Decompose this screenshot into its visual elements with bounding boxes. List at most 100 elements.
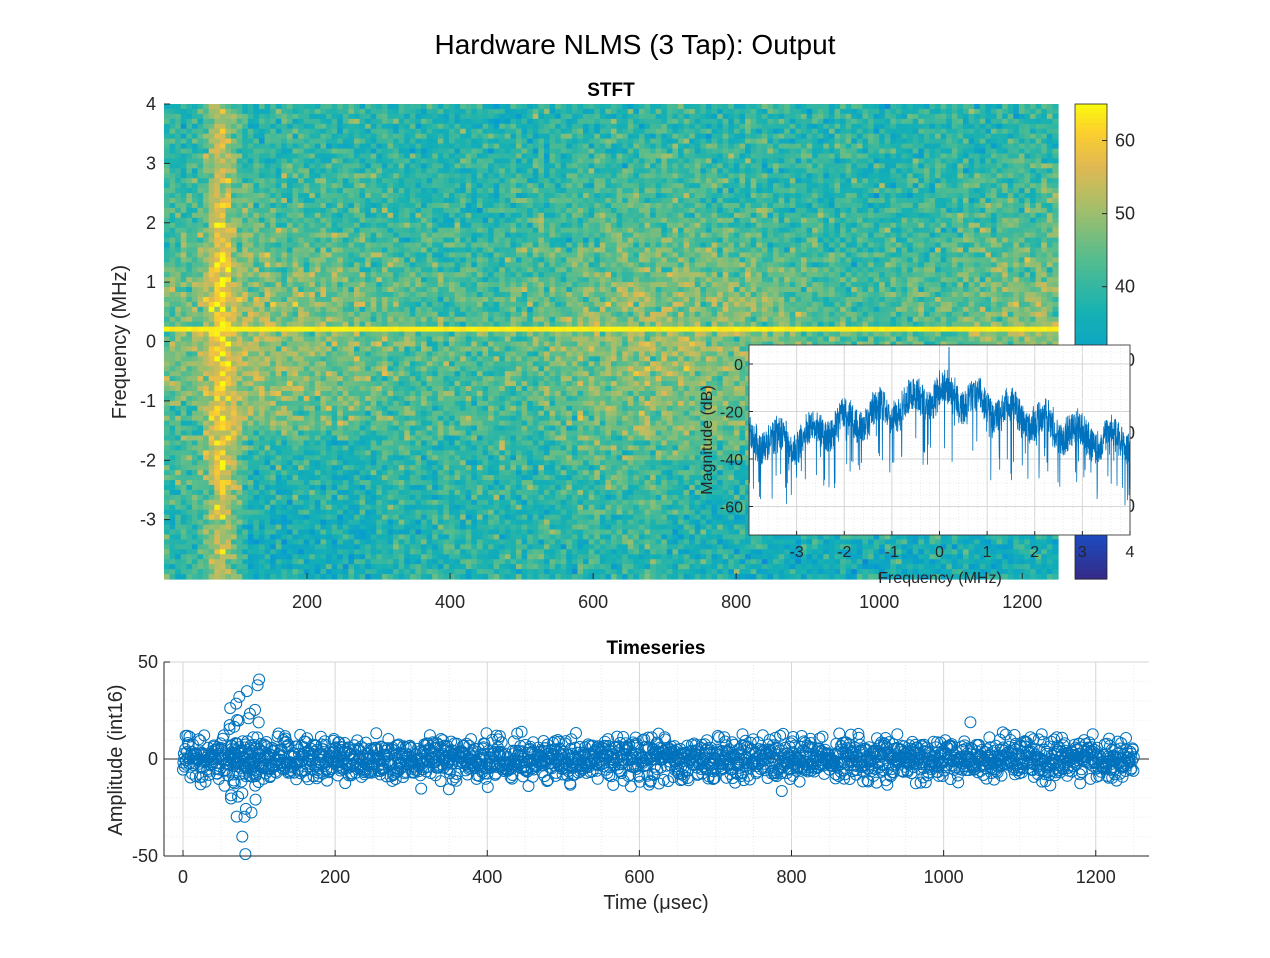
heatmap-cell xyxy=(415,445,421,451)
heatmap-cell xyxy=(237,342,243,348)
heatmap-cell xyxy=(410,178,416,184)
heatmap-cell xyxy=(270,262,276,268)
heatmap-cell xyxy=(298,470,304,476)
heatmap-cell xyxy=(293,267,299,273)
heatmap-cell xyxy=(393,262,399,268)
heatmap-cell xyxy=(443,416,449,422)
heatmap-cell xyxy=(337,163,343,169)
heatmap-cell xyxy=(337,149,343,155)
heatmap-cell xyxy=(360,327,366,333)
heatmap-cell xyxy=(320,312,326,318)
heatmap-cell xyxy=(270,104,276,110)
heatmap-cell xyxy=(399,564,405,570)
heatmap-cell xyxy=(170,312,176,318)
heatmap-cell xyxy=(432,228,438,234)
heatmap-cell xyxy=(293,436,299,442)
heatmap-cell xyxy=(326,188,332,194)
heatmap-cell xyxy=(248,307,254,313)
heatmap-cell xyxy=(231,391,237,397)
heatmap-cell xyxy=(304,520,310,526)
heatmap-cell xyxy=(393,366,399,372)
heatmap-cell xyxy=(326,183,332,189)
heatmap-cell xyxy=(192,475,198,481)
heatmap-cell xyxy=(365,302,371,308)
heatmap-cell xyxy=(203,475,209,481)
heatmap-cell xyxy=(164,534,170,540)
heatmap-cell xyxy=(220,327,226,333)
heatmap-cell xyxy=(281,485,287,491)
heatmap-cell xyxy=(276,114,282,120)
heatmap-cell xyxy=(281,198,287,204)
heatmap-cell xyxy=(309,139,315,145)
heatmap-cell xyxy=(192,144,198,150)
heatmap-cell xyxy=(304,213,310,219)
heatmap-cell xyxy=(382,139,388,145)
heatmap-cell xyxy=(265,252,271,258)
heatmap-cell xyxy=(231,559,237,565)
heatmap-cell xyxy=(203,515,209,521)
heatmap-cell xyxy=(209,297,215,303)
heatmap-cell xyxy=(404,277,410,283)
heatmap-cell xyxy=(365,515,371,521)
heatmap-cell xyxy=(393,426,399,432)
heatmap-cell xyxy=(248,361,254,367)
heatmap-cell xyxy=(388,114,394,120)
heatmap-cell xyxy=(253,450,259,456)
heatmap-cell xyxy=(354,193,360,199)
heatmap-cell xyxy=(298,544,304,550)
heatmap-cell xyxy=(265,510,271,516)
heatmap-cell xyxy=(170,564,176,570)
heatmap-cell xyxy=(259,218,265,224)
heatmap-cell xyxy=(432,520,438,526)
heatmap-cell xyxy=(343,356,349,362)
heatmap-cell xyxy=(427,520,433,526)
heatmap-cell xyxy=(270,421,276,427)
heatmap-cell xyxy=(293,272,299,278)
heatmap-cell xyxy=(192,450,198,456)
heatmap-cell xyxy=(365,277,371,283)
heatmap-cell xyxy=(225,104,231,110)
heatmap-cell xyxy=(326,480,332,486)
heatmap-cell xyxy=(237,559,243,565)
heatmap-cell xyxy=(304,104,310,110)
heatmap-cell xyxy=(410,257,416,263)
heatmap-cell xyxy=(415,322,421,328)
heatmap-cell xyxy=(315,470,321,476)
heatmap-cell xyxy=(354,485,360,491)
heatmap-cell xyxy=(320,109,326,115)
heatmap-cell xyxy=(298,549,304,555)
heatmap-cell xyxy=(315,119,321,125)
heatmap-cell xyxy=(354,361,360,367)
heatmap-cell xyxy=(320,559,326,565)
heatmap-cell xyxy=(415,574,421,580)
heatmap-cell xyxy=(242,490,248,496)
heatmap-cell xyxy=(248,198,254,204)
heatmap-cell xyxy=(203,158,209,164)
heatmap-cell xyxy=(231,475,237,481)
heatmap-cell xyxy=(231,416,237,422)
heatmap-cell xyxy=(304,371,310,377)
heatmap-cell xyxy=(427,203,433,209)
heatmap-cell xyxy=(220,322,226,328)
heatmap-cell xyxy=(237,149,243,155)
heatmap-cell xyxy=(332,114,338,120)
heatmap-cell xyxy=(371,505,377,511)
heatmap-cell xyxy=(164,539,170,545)
heatmap-cell xyxy=(225,183,231,189)
heatmap-cell xyxy=(287,168,293,174)
heatmap-cell xyxy=(376,287,382,293)
heatmap-cell xyxy=(427,228,433,234)
heatmap-cell xyxy=(337,183,343,189)
heatmap-cell xyxy=(309,386,315,392)
heatmap-cell xyxy=(293,564,299,570)
heatmap-cell xyxy=(225,401,231,407)
heatmap-cell xyxy=(298,485,304,491)
heatmap-cell xyxy=(365,500,371,506)
heatmap-cell xyxy=(432,292,438,298)
heatmap-cell xyxy=(410,218,416,224)
heatmap-cell xyxy=(203,416,209,422)
heatmap-cell xyxy=(181,539,187,545)
heatmap-cell xyxy=(410,549,416,555)
heatmap-cell xyxy=(220,282,226,288)
heatmap-cell xyxy=(214,134,220,140)
